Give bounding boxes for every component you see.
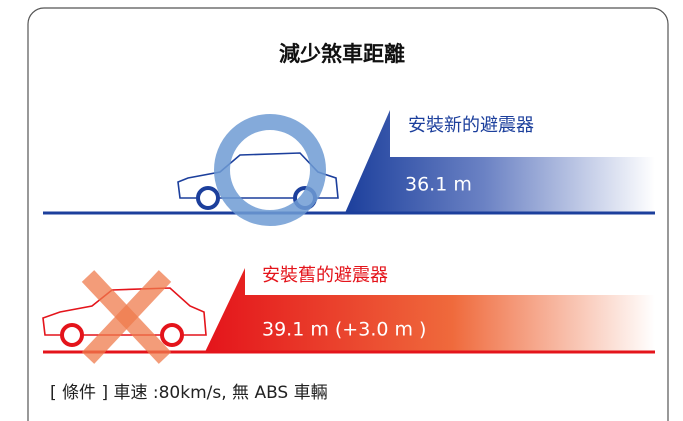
item-label: 安裝新的避震器 [408, 115, 534, 136]
footnote: [ 條件 ] 車速 :80km/s, 無 ABS 車輛 [50, 383, 328, 403]
item-distance: 36.1 m [405, 174, 472, 196]
infographic: 減少煞車距離 安裝新的避震器 36.1 m 安裝舊的避震器 39.1 m (+3… [0, 0, 683, 421]
page: 減少煞車距離 安裝新的避震器 36.1 m 安裝舊的避震器 39.1 m (+3… [0, 0, 683, 421]
item-label: 安裝舊的避震器 [262, 265, 388, 286]
title: 減少煞車距離 [279, 42, 405, 66]
item-distance: 39.1 m (+3.0 m ) [262, 319, 426, 341]
